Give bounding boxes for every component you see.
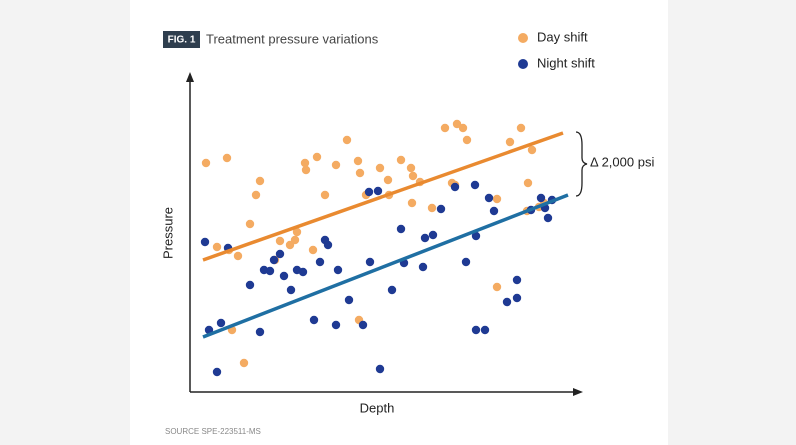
point [275,249,285,259]
point [239,358,249,368]
point [408,171,418,181]
point [387,285,397,295]
point [292,227,302,237]
point [212,242,222,252]
point [505,137,515,147]
point [420,233,430,243]
point [492,282,502,292]
point [502,297,512,307]
point [290,235,300,245]
point [516,123,526,133]
point [436,204,446,214]
x-arrow [573,388,583,396]
point [201,158,211,168]
point [527,145,537,155]
point [471,231,481,241]
legend-label: Day shift [537,29,588,44]
point [245,280,255,290]
legend-marker [518,59,528,69]
annotation: Δ 2,000 psi [590,154,654,169]
point [364,187,374,197]
point [428,230,438,240]
point [255,327,265,337]
point [315,257,325,267]
point [245,219,255,229]
point [358,320,368,330]
point [375,364,385,374]
point [331,160,341,170]
point [489,206,499,216]
point [265,266,275,276]
point [512,293,522,303]
point [355,168,365,178]
y-arrow [186,72,194,82]
point [365,257,375,267]
point [344,295,354,305]
point [418,262,428,272]
point [333,265,343,275]
point [320,190,330,200]
point [212,367,222,377]
point [462,135,472,145]
point [312,152,322,162]
point [427,203,437,213]
point [396,224,406,234]
source: SOURCE SPE-223511-MS [165,427,261,436]
point [373,186,383,196]
point [255,176,265,186]
point [407,198,417,208]
point [536,193,546,203]
legend-label: Night shift [537,55,595,70]
point [480,325,490,335]
point [233,251,243,261]
point [251,190,261,200]
point [458,123,468,133]
point [279,271,289,281]
point [375,163,385,173]
point [470,180,480,190]
point [353,156,363,166]
point [323,240,333,250]
point [216,318,226,328]
point [440,123,450,133]
trend-line [202,193,569,339]
legend-marker [518,33,528,43]
point [301,165,311,175]
chart-title: Treatment pressure variations [206,31,379,46]
point [383,175,393,185]
point [286,285,296,295]
point [200,237,210,247]
trend-line [202,131,564,262]
point [222,153,232,163]
point [396,155,406,165]
figure-badge [163,31,200,48]
point [269,255,279,265]
point [406,163,416,173]
point [523,178,533,188]
point [543,213,553,223]
point [308,245,318,255]
point [512,275,522,285]
point [298,267,308,277]
point [300,158,310,168]
x-axis-label: Depth [360,400,395,415]
point [450,182,460,192]
point [452,119,462,129]
point [492,194,502,204]
point [342,135,352,145]
point [471,325,481,335]
figure-label: FIG. 1 [168,35,196,46]
point [309,315,319,325]
point [484,193,494,203]
point [461,257,471,267]
point [331,320,341,330]
brace [575,131,588,197]
y-axis-label: Pressure [160,207,175,259]
point [275,236,285,246]
